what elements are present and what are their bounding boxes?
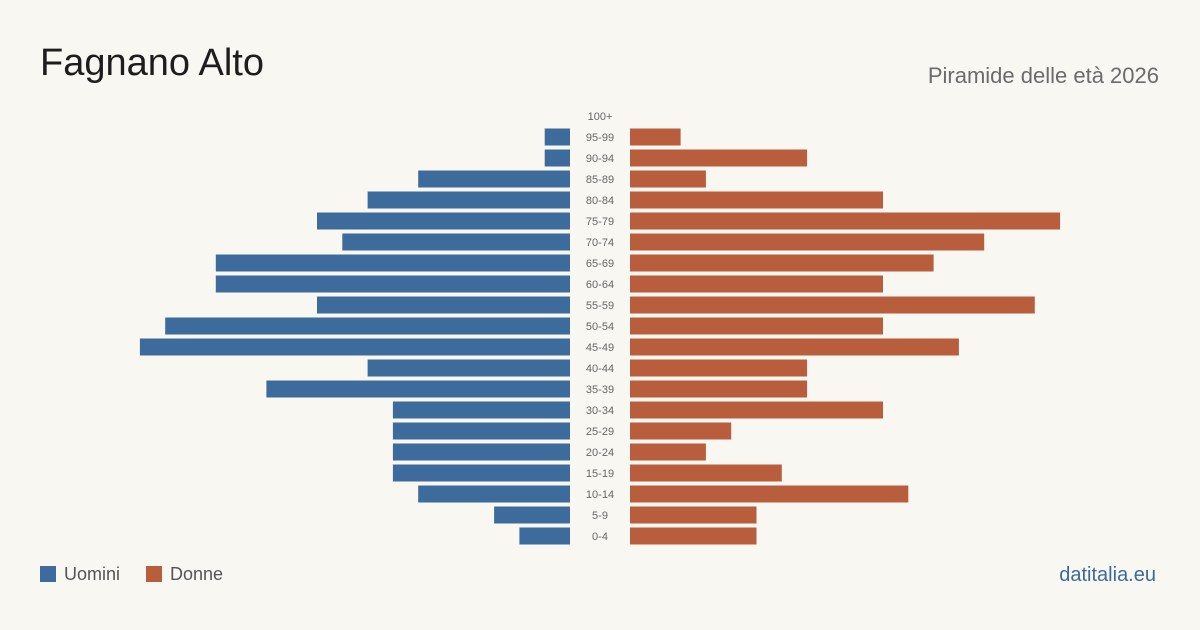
bar-men-90-94 [544, 149, 570, 167]
age-label-70-74: 70-74 [586, 237, 614, 249]
age-label-40-44: 40-44 [586, 363, 614, 375]
age-label-50-54: 50-54 [586, 321, 614, 333]
bar-men-65-69 [215, 254, 571, 272]
bar-men-10-14 [418, 485, 570, 503]
bar-men-40-44 [367, 359, 570, 377]
bar-women-60-64 [630, 275, 883, 293]
age-label-15-19: 15-19 [586, 468, 614, 480]
legend-label-men: Uomini [64, 564, 121, 584]
bar-women-30-34 [630, 401, 883, 419]
age-label-25-29: 25-29 [586, 426, 614, 438]
bar-men-20-24 [392, 443, 570, 461]
bar-men-85-89 [418, 170, 570, 188]
age-label-10-14: 10-14 [586, 489, 614, 501]
bar-men-55-59 [317, 296, 570, 314]
age-label-30-34: 30-34 [586, 405, 614, 417]
bar-men-30-34 [392, 401, 570, 419]
bar-women-90-94 [630, 149, 808, 167]
source-link[interactable]: datitalia.eu [1059, 564, 1156, 586]
age-label-80-84: 80-84 [586, 195, 614, 207]
legend-swatch-women [146, 566, 163, 582]
bar-men-60-64 [215, 275, 571, 293]
age-label-75-79: 75-79 [586, 216, 614, 228]
age-label-45-49: 45-49 [586, 342, 614, 354]
bar-women-95-99 [630, 128, 681, 146]
age-label-65-69: 65-69 [586, 258, 614, 270]
bar-women-85-89 [630, 170, 706, 188]
bar-men-50-54 [165, 317, 570, 335]
bar-women-0-4 [630, 527, 757, 545]
chart-title: Fagnano Alto [40, 42, 264, 84]
bar-women-50-54 [630, 317, 883, 335]
bar-men-35-39 [266, 380, 570, 398]
age-label-90-94: 90-94 [586, 153, 614, 165]
age-label-0-4: 0-4 [592, 531, 608, 543]
legend-item-women: Donne [146, 565, 223, 583]
age-label-60-64: 60-64 [586, 279, 614, 291]
age-label-95-99: 95-99 [586, 132, 614, 144]
age-label-5-9: 5-9 [592, 510, 608, 522]
legend-swatch-men [40, 566, 56, 582]
bar-women-40-44 [630, 359, 808, 377]
bar-women-70-74 [630, 233, 985, 251]
bar-women-65-69 [630, 254, 934, 272]
bar-men-70-74 [342, 233, 570, 251]
bar-women-5-9 [630, 506, 757, 524]
chart-subtitle: Piramide delle età 2026 [927, 63, 1159, 88]
bar-men-5-9 [494, 506, 570, 524]
age-label-85-89: 85-89 [586, 174, 614, 186]
bar-women-15-19 [630, 464, 782, 482]
bar-men-15-19 [392, 464, 570, 482]
age-label-20-24: 20-24 [586, 447, 614, 459]
age-label-100plus: 100+ [588, 111, 613, 123]
bar-men-75-79 [317, 212, 570, 230]
bar-women-20-24 [630, 443, 706, 461]
legend-item-men: Uomini [40, 565, 120, 583]
bar-men-95-99 [544, 128, 570, 146]
legend-label-women: Donne [170, 564, 224, 584]
bar-women-25-29 [630, 422, 732, 440]
legend: Uomini Donne [40, 565, 249, 583]
bar-men-25-29 [392, 422, 570, 440]
bar-women-35-39 [630, 380, 808, 398]
age-label-35-39: 35-39 [586, 384, 614, 396]
bar-women-45-49 [630, 338, 959, 356]
bar-women-75-79 [630, 212, 1061, 230]
bar-women-55-59 [630, 296, 1035, 314]
age-label-55-59: 55-59 [586, 300, 614, 312]
bar-men-45-49 [139, 338, 570, 356]
bar-women-10-14 [630, 485, 909, 503]
bar-men-80-84 [367, 191, 570, 209]
bar-women-80-84 [630, 191, 883, 209]
bar-men-0-4 [519, 527, 570, 545]
